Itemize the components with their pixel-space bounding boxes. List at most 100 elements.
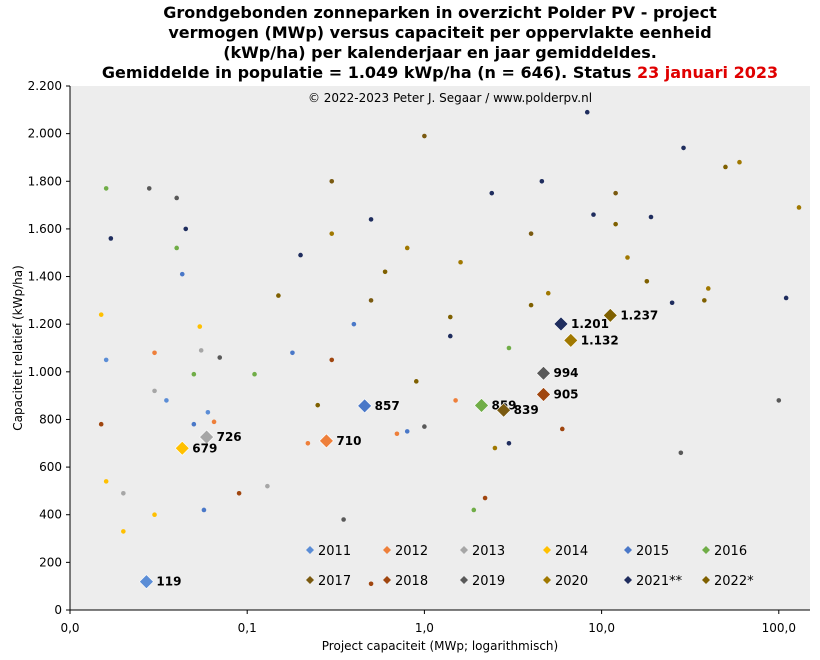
average-label-2014: 679 <box>192 441 217 455</box>
data-point-2021 <box>591 212 596 217</box>
average-marker-2021 <box>553 316 569 332</box>
data-point-2021 <box>298 252 303 258</box>
data-point-2017 <box>368 298 374 303</box>
data-point-2020 <box>458 259 463 265</box>
title-line-1: Grondgebonden zonneparken in overzicht P… <box>163 3 717 22</box>
legend-marker-2015 <box>624 546 632 554</box>
legend-marker-2011 <box>306 546 314 554</box>
average-label-2019: 994 <box>553 366 578 380</box>
data-point-2019 <box>422 424 427 429</box>
legend-label-2021: 2021** <box>636 574 683 589</box>
data-point-2013 <box>121 490 126 496</box>
average-label-2013: 726 <box>217 430 242 444</box>
y-tick-label: 1.600 <box>28 222 62 236</box>
legend-marker-2013 <box>460 546 468 554</box>
title-line-4-text: Gemiddelde in populatie = 1.049 kWp/ha (… <box>102 63 637 82</box>
data-point-2016 <box>174 245 179 251</box>
legend-marker-2019 <box>460 576 468 584</box>
data-point-2020 <box>796 205 802 210</box>
data-point-2019 <box>146 186 152 191</box>
y-tick-label: 2.200 <box>28 79 62 93</box>
data-point-2013 <box>152 388 157 394</box>
y-tick-label: 0 <box>54 603 62 617</box>
data-point-2022 <box>613 221 618 227</box>
data-point-2014 <box>98 312 104 317</box>
average-marker-2020 <box>563 332 579 348</box>
data-point-2022 <box>702 298 707 303</box>
data-points-layer <box>98 109 802 587</box>
average-label-2020: 1.132 <box>581 333 619 347</box>
data-point-2022 <box>723 164 728 170</box>
data-point-2014 <box>121 529 126 534</box>
legend-label-2017: 2017 <box>318 574 351 589</box>
legend-marker-2022 <box>702 576 710 584</box>
legend-label-2016: 2016 <box>714 544 747 559</box>
legend-label-2020: 2020 <box>555 574 588 589</box>
data-point-2012 <box>453 398 458 403</box>
average-marker-2014 <box>174 440 190 456</box>
y-tick-label: 2.000 <box>28 127 62 141</box>
y-axis-label: Capaciteit relatief (kWp/ha) <box>11 265 25 431</box>
data-point-2021 <box>681 145 686 151</box>
average-marker-2016 <box>474 397 489 413</box>
chart-title: Grondgebonden zonneparken in overzicht P… <box>102 3 778 82</box>
data-point-2021 <box>489 190 495 196</box>
data-point-2013 <box>265 483 270 489</box>
legend-label-2013: 2013 <box>472 544 505 559</box>
data-point-2017 <box>613 190 618 196</box>
data-point-2022 <box>382 269 388 275</box>
data-point-2021 <box>669 300 675 306</box>
y-axis-ticks: 0 200 400 600 800 1.000 1.200 1.400 1.600 1.800 2.… <box>28 79 70 617</box>
average-label-2012: 710 <box>336 434 361 448</box>
average-marker-2013 <box>199 429 215 445</box>
data-point-2022 <box>644 279 650 284</box>
data-point-2022 <box>276 293 281 298</box>
data-point-2020 <box>545 290 551 296</box>
data-point-2015 <box>404 429 410 434</box>
average-marker-2019 <box>536 365 551 381</box>
y-tick-label: 1.000 <box>28 365 62 379</box>
data-point-2022 <box>413 379 419 384</box>
legend-label-2012: 2012 <box>395 544 428 559</box>
data-point-2018 <box>368 581 374 587</box>
y-tick-label: 1.800 <box>28 174 62 188</box>
data-point-2015 <box>351 321 357 327</box>
data-point-2011 <box>103 357 109 363</box>
average-marker-2018 <box>536 387 551 402</box>
data-point-2014 <box>152 512 157 518</box>
legend-marker-2012 <box>383 546 391 554</box>
data-point-2017 <box>528 231 534 236</box>
data-point-2022 <box>315 402 321 408</box>
average-label-2011: 119 <box>156 575 181 589</box>
average-label-2021: 1.201 <box>571 317 609 331</box>
legend-label-2019: 2019 <box>472 574 505 589</box>
x-tick-label: 0,1 <box>238 621 257 635</box>
data-point-2021 <box>506 440 512 446</box>
data-point-2012 <box>211 419 217 425</box>
legend-label-2014: 2014 <box>555 544 588 559</box>
data-point-2016 <box>103 186 109 191</box>
copyright-note: © 2022-2023 Peter J. Segaar / www.polder… <box>308 91 592 105</box>
data-point-2016 <box>191 371 197 377</box>
data-point-2021 <box>183 226 189 232</box>
title-line-4: Gemiddelde in populatie = 1.049 kWp/ha (… <box>102 63 778 82</box>
legend-marker-2020 <box>543 576 551 584</box>
data-point-2018 <box>329 357 335 363</box>
x-axis-ticks: 0,0 0,1 1,0 10,0 100,0 <box>60 610 796 635</box>
data-point-2017 <box>422 133 427 139</box>
data-point-2011 <box>164 398 169 403</box>
data-point-2020 <box>329 231 335 236</box>
data-point-2021 <box>368 217 374 222</box>
data-point-2019 <box>776 398 782 403</box>
data-point-2015 <box>191 421 197 427</box>
data-point-2014 <box>103 479 109 484</box>
data-point-2016 <box>471 507 477 513</box>
title-line-2: vermogen (MWp) versus capaciteit per opp… <box>168 23 711 42</box>
x-tick-label: 0,0 <box>60 621 79 635</box>
data-point-2020 <box>737 159 742 165</box>
data-point-2019 <box>217 355 223 360</box>
data-point-2016 <box>506 345 512 351</box>
average-marker-2022 <box>602 307 618 323</box>
data-point-2012 <box>152 350 157 356</box>
legend-marker-2014 <box>543 546 551 554</box>
